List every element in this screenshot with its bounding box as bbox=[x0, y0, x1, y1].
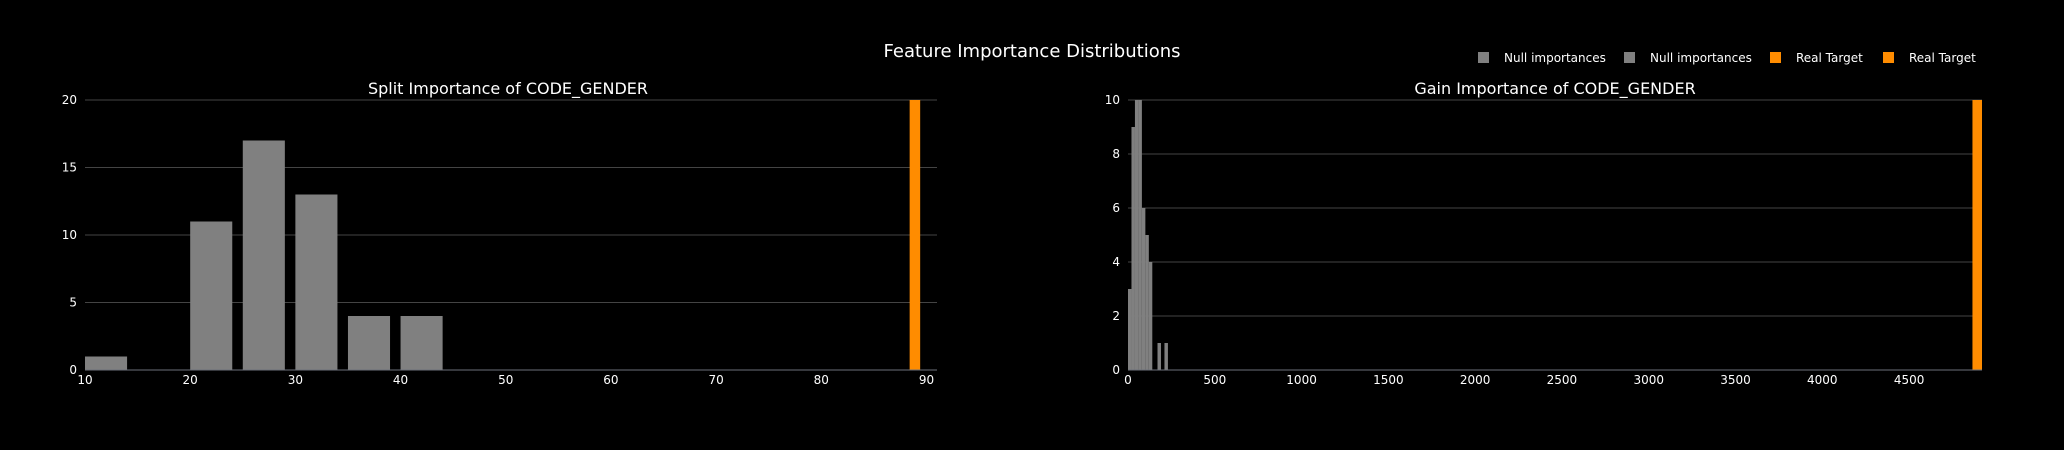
x-tick-label: 80 bbox=[814, 373, 829, 387]
legend-item: Null importances bbox=[1624, 51, 1752, 65]
legend-label: Null importances bbox=[1504, 51, 1606, 65]
legend-label: Null importances bbox=[1650, 51, 1752, 65]
null-importance-bar bbox=[242, 140, 285, 370]
null-importance-bar bbox=[1157, 343, 1161, 370]
real-target-bar bbox=[909, 100, 921, 370]
null-importance-bar bbox=[1134, 100, 1139, 370]
y-tick-label: 6 bbox=[1112, 201, 1120, 215]
x-tick-label: 50 bbox=[498, 373, 513, 387]
legend-swatch bbox=[1883, 52, 1894, 63]
x-tick-label: 3000 bbox=[1633, 373, 1664, 387]
legend-swatch bbox=[1624, 52, 1635, 63]
y-tick-label: 10 bbox=[1105, 93, 1120, 107]
x-tick-label: 90 bbox=[919, 373, 934, 387]
legend-label: Real Target bbox=[1796, 51, 1863, 65]
x-tick-label: 2000 bbox=[1460, 373, 1491, 387]
x-tick-label: 2500 bbox=[1547, 373, 1578, 387]
null-importance-bar bbox=[190, 221, 233, 370]
y-tick-label: 5 bbox=[69, 296, 77, 310]
x-tick-label: 4000 bbox=[1807, 373, 1838, 387]
null-importance-bar bbox=[400, 316, 443, 370]
split-importance-chart: Split Importance of CODE_GENDER 0 5 10 15 20… bbox=[62, 79, 937, 387]
x-tick-label: 60 bbox=[603, 373, 618, 387]
x-tick-label: 1500 bbox=[1373, 373, 1404, 387]
null-importance-bar bbox=[1145, 235, 1149, 370]
legend-label: Real Target bbox=[1909, 51, 1976, 65]
legend-item: Null importances bbox=[1478, 51, 1606, 65]
legend-item: Real Target bbox=[1770, 51, 1863, 65]
y-tick-label: 15 bbox=[62, 161, 77, 175]
x-tick-label: 0 bbox=[1124, 373, 1132, 387]
null-importance-bar bbox=[1131, 127, 1135, 370]
y-tick-label: 2 bbox=[1112, 309, 1120, 323]
legend-item: Real Target bbox=[1883, 51, 1976, 65]
x-tick-label: 70 bbox=[708, 373, 723, 387]
y-tick-label: 20 bbox=[62, 93, 77, 107]
x-tick-label: 1000 bbox=[1286, 373, 1317, 387]
legend: Null importances Null importances Real Tar… bbox=[1478, 51, 1976, 65]
y-tick-label: 0 bbox=[69, 363, 77, 377]
x-tick-label: 3500 bbox=[1720, 373, 1751, 387]
gain-importance-title: Gain Importance of CODE_GENDER bbox=[1414, 79, 1695, 99]
legend-swatch bbox=[1770, 52, 1781, 63]
y-tick-label: 8 bbox=[1112, 147, 1120, 161]
null-importance-bar bbox=[1148, 262, 1153, 370]
null-importance-bar bbox=[347, 316, 391, 370]
legend-swatch bbox=[1478, 52, 1489, 63]
x-tick-label: 500 bbox=[1203, 373, 1226, 387]
split-importance-title: Split Importance of CODE_GENDER bbox=[368, 79, 648, 99]
x-tick-label: 40 bbox=[393, 373, 408, 387]
x-tick-label: 30 bbox=[288, 373, 303, 387]
null-importance-bar bbox=[1164, 343, 1168, 370]
x-tick-label: 4500 bbox=[1894, 373, 1925, 387]
x-tick-label: 20 bbox=[183, 373, 198, 387]
null-importance-bar bbox=[1141, 208, 1146, 370]
figure-title: Feature Importance Distributions bbox=[884, 41, 1181, 62]
gain-importance-chart: Gain Importance of CODE_GENDER 0 2 4 6 8 10 0 5… bbox=[1105, 79, 1982, 387]
y-tick-label: 0 bbox=[1112, 363, 1120, 377]
null-importance-bar bbox=[85, 356, 128, 370]
real-target-bar bbox=[1972, 100, 1982, 370]
null-importance-bar bbox=[295, 194, 338, 370]
x-tick-label: 10 bbox=[77, 373, 92, 387]
y-tick-label: 10 bbox=[62, 228, 77, 242]
null-importance-bar bbox=[1138, 100, 1142, 370]
null-importance-bar bbox=[1128, 289, 1132, 370]
y-tick-label: 4 bbox=[1112, 255, 1120, 269]
